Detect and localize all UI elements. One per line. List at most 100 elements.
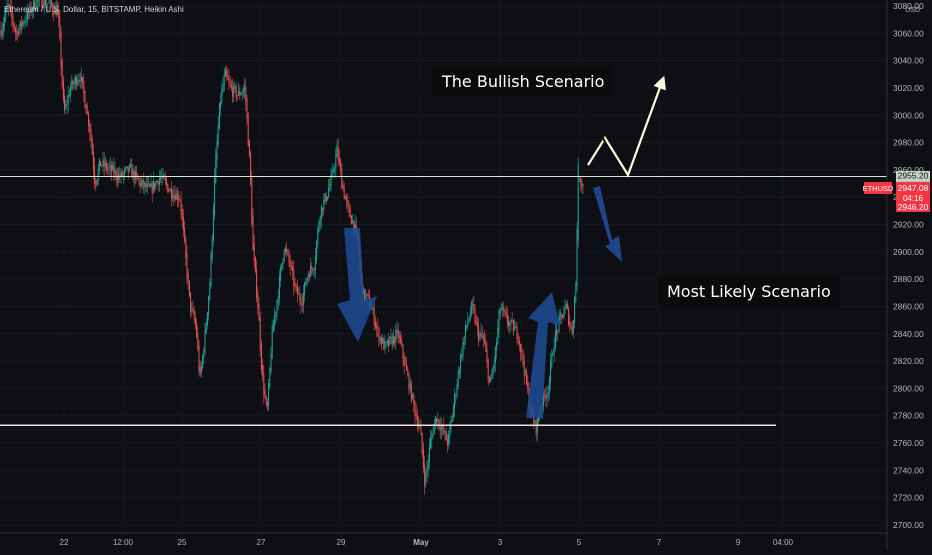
candle-body xyxy=(553,354,554,356)
time-tick-label: 04:00 xyxy=(773,538,794,547)
candle-body xyxy=(112,165,113,170)
candle-body xyxy=(75,77,76,82)
candle-body xyxy=(296,285,297,288)
candle-body xyxy=(298,293,299,294)
candle-body xyxy=(273,325,274,333)
badge-price: 2947.08 xyxy=(898,183,929,193)
candle-body xyxy=(548,392,549,394)
price-tick-label: 2820.00 xyxy=(893,356,924,366)
candle-body xyxy=(243,89,244,92)
candle-body xyxy=(25,20,26,22)
candle-body xyxy=(116,171,117,178)
candle-body xyxy=(89,124,90,132)
candle-body xyxy=(170,189,171,191)
candle-body xyxy=(83,81,84,93)
candle-body xyxy=(326,195,327,201)
candle-body xyxy=(135,171,136,179)
candle-body xyxy=(389,337,390,345)
candle-body xyxy=(133,170,134,175)
candle-body xyxy=(332,170,333,177)
candle-body xyxy=(193,308,194,311)
candle-body xyxy=(271,354,272,371)
down-arrow-1[interactable] xyxy=(337,228,377,342)
candle-body xyxy=(208,296,209,315)
candle-body xyxy=(194,311,195,320)
candle-body xyxy=(225,69,226,77)
candle-body xyxy=(172,196,173,198)
candle-body xyxy=(206,323,207,334)
candle-body xyxy=(281,263,282,270)
candle-body xyxy=(554,347,555,355)
candle-body xyxy=(275,312,276,318)
candle-body xyxy=(447,438,448,445)
candle-body xyxy=(561,315,562,316)
candle-body xyxy=(148,184,149,185)
candle-body xyxy=(167,184,168,192)
candle-body xyxy=(355,223,356,229)
candle-body xyxy=(399,336,400,337)
candle-body xyxy=(483,337,484,339)
candle-body xyxy=(489,376,490,382)
candle-body xyxy=(535,420,536,422)
candle-body xyxy=(465,325,466,338)
price-tick-label: 2760.00 xyxy=(893,438,924,448)
candle-body xyxy=(464,336,465,345)
candle-body xyxy=(229,78,230,82)
bullish-scenario-callout[interactable]: The Bullish Scenario xyxy=(433,66,613,97)
candle-body xyxy=(470,314,471,320)
candle-body xyxy=(513,321,514,333)
candle-body xyxy=(77,81,78,84)
candle-body xyxy=(259,304,260,320)
candle-body xyxy=(469,318,470,322)
candle-body xyxy=(107,168,108,169)
candle-body xyxy=(463,343,464,356)
candle-body xyxy=(153,181,154,192)
candle-body xyxy=(62,61,63,86)
candle-body xyxy=(257,292,258,308)
candle-body xyxy=(256,269,257,298)
candle-body xyxy=(184,227,185,241)
candle-body xyxy=(16,31,17,32)
candle-body xyxy=(323,200,324,210)
candle-body xyxy=(130,165,131,167)
candle-body xyxy=(209,283,210,300)
candle-body xyxy=(65,104,66,108)
candle-body xyxy=(392,337,393,346)
svg-text:2955.20: 2955.20 xyxy=(898,171,929,181)
candle-body xyxy=(478,326,479,340)
candle-body xyxy=(158,181,159,185)
candle-body xyxy=(38,0,39,1)
candle-body xyxy=(181,200,182,212)
time-axis[interactable]: 2212:00252729May357904:00 xyxy=(0,533,887,547)
candle-body xyxy=(401,342,402,346)
likely-scenario-callout[interactable]: Most Likely Scenario xyxy=(658,276,840,307)
up-arrow-2[interactable] xyxy=(526,292,560,418)
candle-body xyxy=(459,370,460,374)
candle-body xyxy=(424,465,425,487)
candle-body xyxy=(98,168,99,180)
candle-body xyxy=(436,418,437,422)
candle-body xyxy=(226,71,227,76)
candle-body xyxy=(113,166,114,174)
candle-body xyxy=(467,322,468,326)
candle-body xyxy=(375,321,376,326)
candle-body xyxy=(407,369,408,375)
candle-body xyxy=(260,317,261,349)
price-axis[interactable]: USD 3080.003060.003040.003020.003000.002… xyxy=(887,0,924,550)
candle-body xyxy=(224,74,225,86)
candle-body xyxy=(506,312,507,315)
candle-body xyxy=(497,327,498,344)
candle-body xyxy=(328,188,329,197)
candle-body xyxy=(393,336,394,344)
candle-body xyxy=(235,86,236,87)
candle-body xyxy=(248,115,249,147)
candle-body xyxy=(245,87,246,101)
candle-body xyxy=(404,356,405,366)
candle-body xyxy=(380,338,381,340)
candle-body xyxy=(99,159,100,171)
candle-body xyxy=(452,416,453,422)
candle-body xyxy=(505,310,506,312)
candle-body xyxy=(520,344,521,353)
candle-body xyxy=(73,81,74,84)
